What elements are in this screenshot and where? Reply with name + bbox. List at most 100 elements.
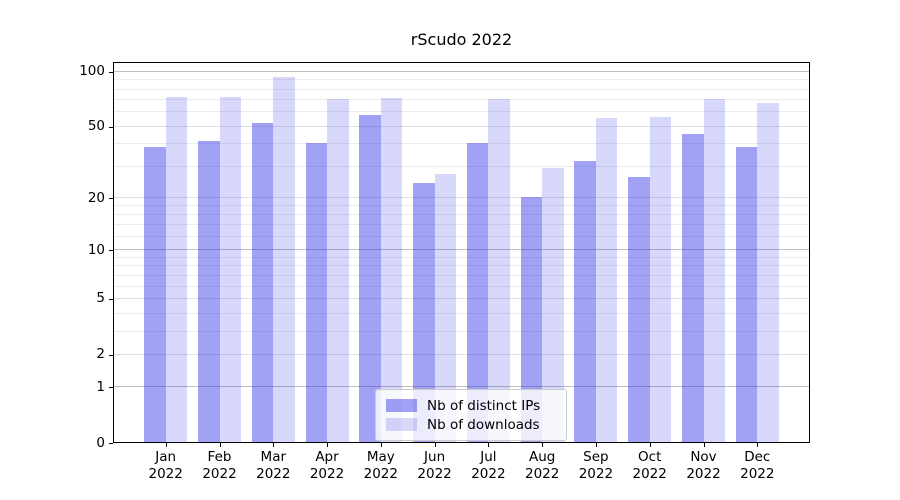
bar-downloads-jan <box>165 96 188 442</box>
bar-distinct-ips-oct <box>628 176 650 442</box>
x-tick-label-nov: Nov 2022 <box>672 449 736 483</box>
month-label: Nov <box>690 449 717 465</box>
bar-downloads-dec <box>757 102 779 442</box>
gridline-y1 <box>114 386 809 388</box>
x-tick-label-may: May 2022 <box>349 449 413 483</box>
gridline-y14 <box>114 224 809 226</box>
gridline-y20 <box>114 197 809 199</box>
y-tick-mark-20 <box>109 198 113 200</box>
y-tick-mark-50 <box>109 126 113 128</box>
gridline-y3 <box>114 330 809 332</box>
x-tick-label-aug: Aug 2022 <box>510 449 574 483</box>
y-tick-mark-2 <box>109 354 113 356</box>
gridline-y12 <box>114 235 809 237</box>
y-tick-label-20: 20 <box>87 189 105 206</box>
year-label: 2022 <box>686 466 721 482</box>
gridline-y30 <box>114 165 809 167</box>
legend-swatch-distinct-ips <box>386 399 417 412</box>
bar-downloads-mar <box>273 76 295 442</box>
bar-downloads-nov <box>703 99 725 442</box>
bar-downloads-apr <box>327 99 349 442</box>
month-label: Oct <box>638 449 662 465</box>
bar-distinct-ips-may <box>359 115 381 442</box>
x-tick-mark-mar <box>273 443 275 447</box>
legend-label: Nb of distinct IPs <box>427 397 541 414</box>
y-tick-mark-0 <box>109 443 113 444</box>
bar-downloads-feb <box>219 96 241 442</box>
x-tick-label-oct: Oct 2022 <box>618 449 682 483</box>
x-tick-label-sep: Sep 2022 <box>564 449 628 483</box>
year-label: 2022 <box>740 466 775 482</box>
gridline-y6 <box>114 285 809 287</box>
bar-distinct-ips-dec <box>735 147 758 442</box>
bar-downloads-jun <box>434 173 457 442</box>
bar-downloads-jul <box>488 99 510 442</box>
x-tick-mark-jan <box>165 443 167 447</box>
month-label: Mar <box>260 449 287 465</box>
y-tick-label-10: 10 <box>87 241 105 258</box>
year-label: 2022 <box>525 466 560 482</box>
month-label: Jul <box>480 449 497 465</box>
y-tick-mark-100 <box>109 71 113 73</box>
bar-distinct-ips-sep <box>574 160 596 442</box>
x-tick-mark-dec <box>757 443 759 447</box>
month-label: Jun <box>424 449 446 465</box>
gridline-y90 <box>114 79 809 81</box>
x-tick-mark-jun <box>434 443 436 447</box>
year-label: 2022 <box>363 466 398 482</box>
bar-distinct-ips-jul <box>466 143 489 442</box>
y-tick-mark-10 <box>109 250 113 252</box>
legend-row: Nb of downloads <box>386 415 560 434</box>
x-tick-label-mar: Mar 2022 <box>241 449 305 483</box>
gridline-y7 <box>114 274 809 276</box>
y-tick-mark-1 <box>109 387 113 389</box>
y-tick-label-5: 5 <box>96 290 105 307</box>
gridline-y70 <box>114 99 809 101</box>
y-tick-label-100: 100 <box>79 63 105 80</box>
y-tick-mark-5 <box>109 298 113 300</box>
bar-distinct-ips-apr <box>305 143 327 442</box>
x-tick-mark-sep <box>595 443 597 447</box>
gridline-y18 <box>114 205 809 207</box>
x-tick-label-jan: Jan 2022 <box>134 449 198 483</box>
gridline-y16 <box>114 214 809 216</box>
bar-downloads-aug <box>542 168 564 442</box>
x-tick-label-apr: Apr 2022 <box>295 449 359 483</box>
x-tick-mark-nov <box>703 443 705 447</box>
bar-distinct-ips-feb <box>198 141 220 442</box>
gridline-y8 <box>114 265 809 267</box>
x-tick-mark-jul <box>488 443 490 447</box>
gridline-y4 <box>114 312 809 314</box>
gridline-y9 <box>114 256 809 258</box>
gridline-y50 <box>114 125 809 127</box>
y-tick-label-50: 50 <box>87 118 105 135</box>
x-tick-mark-aug <box>542 443 544 447</box>
y-tick-label-1: 1 <box>96 378 105 395</box>
bar-downloads-oct <box>649 116 672 442</box>
bar-distinct-ips-mar <box>251 122 274 442</box>
gridline-y40 <box>114 143 809 145</box>
legend-row: Nb of distinct IPs <box>386 396 560 415</box>
x-tick-mark-may <box>380 443 382 447</box>
legend-label: Nb of downloads <box>427 416 540 433</box>
month-label: Aug <box>529 449 556 465</box>
plot-area <box>113 62 810 443</box>
month-label: Dec <box>744 449 771 465</box>
year-label: 2022 <box>256 466 291 482</box>
month-label: Apr <box>315 449 339 465</box>
year-label: 2022 <box>309 466 345 482</box>
year-label: 2022 <box>417 466 452 482</box>
bar-distinct-ips-aug <box>520 197 543 442</box>
gridline-y60 <box>114 111 809 113</box>
gridline-y10 <box>114 249 809 251</box>
gridline-y100 <box>114 70 809 72</box>
year-label: 2022 <box>578 466 614 482</box>
month-label: Feb <box>207 449 232 465</box>
month-label: Jan <box>155 449 177 465</box>
x-tick-label-jun: Jun 2022 <box>403 449 467 483</box>
gridline-y5 <box>114 297 809 299</box>
legend-swatch-downloads <box>386 418 417 431</box>
month-label: Sep <box>583 449 609 465</box>
chart-title: rScudo 2022 <box>410 30 513 49</box>
